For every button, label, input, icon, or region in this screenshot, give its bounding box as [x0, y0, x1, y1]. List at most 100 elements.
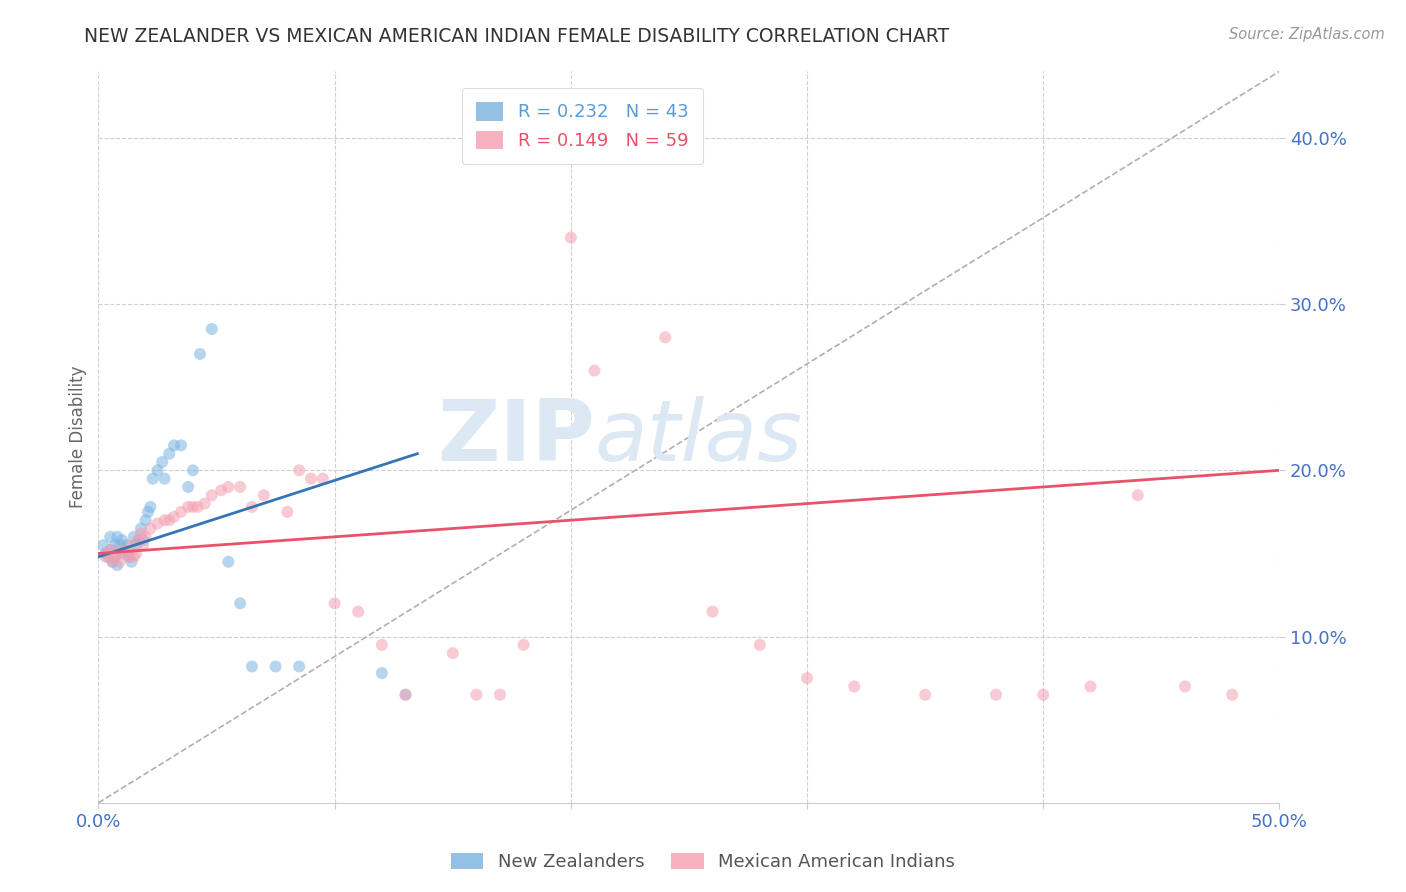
Point	[157, 513, 180, 527]
Point	[115, 546, 138, 560]
Point	[170, 505, 193, 519]
Legend: New Zealanders, Mexican American Indians: New Zealanders, Mexican American Indians	[443, 846, 963, 879]
Point	[1126, 488, 1149, 502]
Point	[489, 688, 512, 702]
Point	[91, 538, 114, 552]
Point	[135, 530, 157, 544]
Point	[181, 463, 204, 477]
Point	[209, 483, 232, 498]
Text: Source: ZipAtlas.com: Source: ZipAtlas.com	[1229, 27, 1385, 42]
Point	[128, 533, 150, 548]
Point	[115, 538, 138, 552]
Point	[118, 549, 141, 564]
Point	[177, 480, 200, 494]
Point	[177, 500, 200, 514]
Point	[121, 538, 143, 552]
Point	[188, 347, 211, 361]
Point	[139, 521, 162, 535]
Point	[105, 546, 128, 560]
Point	[157, 447, 180, 461]
Point	[323, 596, 346, 610]
Point	[104, 549, 127, 564]
Point	[125, 538, 148, 552]
Point	[153, 513, 176, 527]
Point	[844, 680, 866, 694]
Point	[347, 605, 370, 619]
Legend: R = 0.232   N = 43, R = 0.149   N = 59: R = 0.232 N = 43, R = 0.149 N = 59	[461, 87, 703, 164]
Y-axis label: Female Disability: Female Disability	[69, 366, 87, 508]
Point	[217, 555, 239, 569]
Point	[264, 659, 287, 673]
Point	[132, 533, 155, 548]
Point	[135, 513, 157, 527]
Point	[748, 638, 770, 652]
Text: atlas: atlas	[595, 395, 803, 479]
Point	[101, 555, 124, 569]
Point	[181, 500, 204, 514]
Point	[163, 509, 186, 524]
Point	[1032, 688, 1054, 702]
Point	[1080, 680, 1102, 694]
Point	[217, 480, 239, 494]
Point	[108, 555, 131, 569]
Point	[299, 472, 322, 486]
Point	[201, 322, 224, 336]
Point	[111, 543, 134, 558]
Point	[984, 688, 1007, 702]
Point	[129, 521, 152, 535]
Point	[371, 666, 394, 681]
Point	[98, 530, 121, 544]
Point	[371, 638, 394, 652]
Point	[276, 505, 298, 519]
Point	[229, 596, 252, 610]
Point	[253, 488, 276, 502]
Point	[163, 438, 186, 452]
Point	[394, 688, 416, 702]
Point	[118, 549, 141, 564]
Point	[101, 555, 124, 569]
Point	[288, 659, 311, 673]
Text: NEW ZEALANDER VS MEXICAN AMERICAN INDIAN FEMALE DISABILITY CORRELATION CHART: NEW ZEALANDER VS MEXICAN AMERICAN INDIAN…	[84, 27, 949, 45]
Point	[465, 688, 488, 702]
Point	[97, 546, 120, 560]
Point	[98, 543, 121, 558]
Point	[104, 549, 127, 564]
Point	[1220, 688, 1243, 702]
Point	[229, 480, 252, 494]
Point	[142, 472, 165, 486]
Point	[104, 538, 127, 552]
Point	[122, 530, 145, 544]
Point	[94, 546, 117, 560]
Point	[128, 533, 150, 548]
Point	[112, 543, 135, 558]
Point	[108, 538, 131, 552]
Point	[150, 455, 173, 469]
Point	[139, 500, 162, 514]
Point	[201, 488, 224, 502]
Text: ZIP: ZIP	[437, 395, 595, 479]
Point	[796, 671, 818, 685]
Point	[105, 558, 128, 573]
Point	[121, 555, 143, 569]
Point	[129, 526, 152, 541]
Point	[560, 230, 582, 244]
Point	[153, 472, 176, 486]
Point	[288, 463, 311, 477]
Point	[111, 533, 134, 548]
Point	[170, 438, 193, 452]
Point	[111, 546, 134, 560]
Point	[146, 516, 169, 531]
Point	[914, 688, 936, 702]
Point	[441, 646, 464, 660]
Point	[187, 500, 209, 514]
Point	[105, 530, 128, 544]
Point	[146, 463, 169, 477]
Point	[122, 549, 145, 564]
Point	[132, 538, 155, 552]
Point	[654, 330, 676, 344]
Point	[194, 497, 217, 511]
Point	[98, 543, 121, 558]
Point	[97, 549, 120, 564]
Point	[394, 688, 416, 702]
Point	[702, 605, 724, 619]
